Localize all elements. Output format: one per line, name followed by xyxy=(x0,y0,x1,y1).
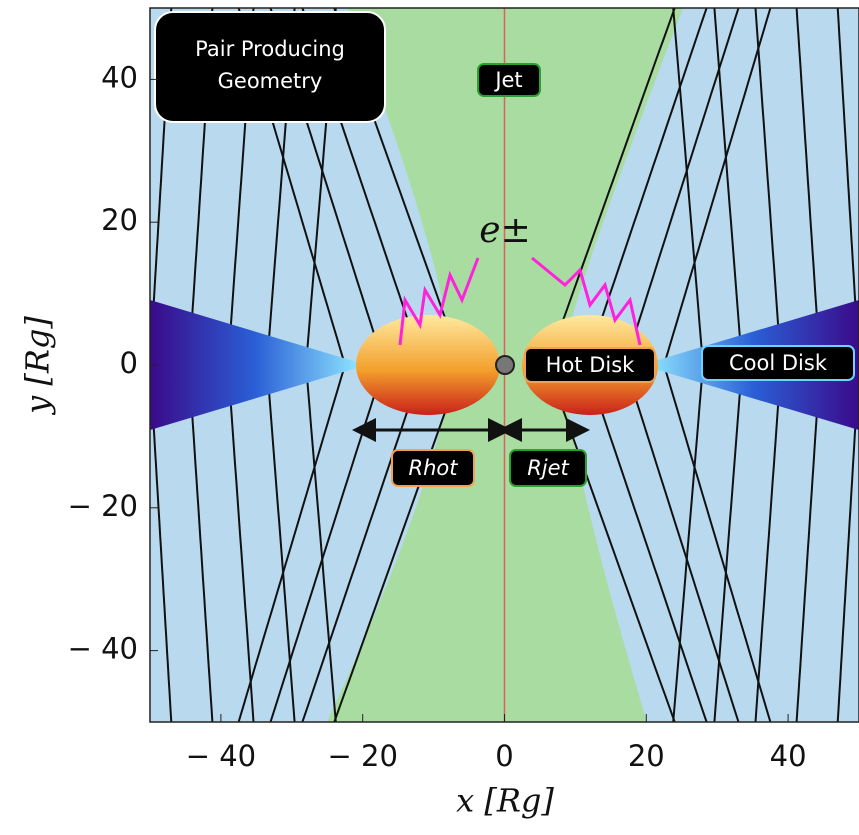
black-hole xyxy=(496,356,514,374)
field-line xyxy=(72,8,89,722)
y-tick-label: 20 xyxy=(101,203,138,237)
x-tick-label: − 20 xyxy=(327,739,397,773)
x-axis-label: x [Rg] xyxy=(456,782,554,820)
chart: Pair ProducingGeometry Jet e± Hot Disk C… xyxy=(0,0,859,835)
y-tick-label: 0 xyxy=(120,346,138,380)
hot-disk-label: Hot Disk xyxy=(546,353,635,377)
y-tick-label: − 40 xyxy=(68,632,138,666)
y-tick-label: 40 xyxy=(101,60,138,94)
title-box xyxy=(155,12,385,122)
pair-label: e± xyxy=(479,210,530,251)
cool-disk-label: Cool Disk xyxy=(729,351,828,375)
x-tick-label: 40 xyxy=(770,739,807,773)
x-tick-label: 20 xyxy=(628,739,665,773)
x-tick-label: − 40 xyxy=(186,739,256,773)
y-axis-label: y [Rg] xyxy=(19,316,57,416)
r-hot-label: Rhot xyxy=(409,456,459,480)
y-tick-label: − 20 xyxy=(68,489,138,523)
x-tick-label: 0 xyxy=(495,739,513,773)
jet-label: Jet xyxy=(493,68,522,92)
hot-disk xyxy=(356,315,500,415)
r-jet-label: Rjet xyxy=(527,456,569,480)
